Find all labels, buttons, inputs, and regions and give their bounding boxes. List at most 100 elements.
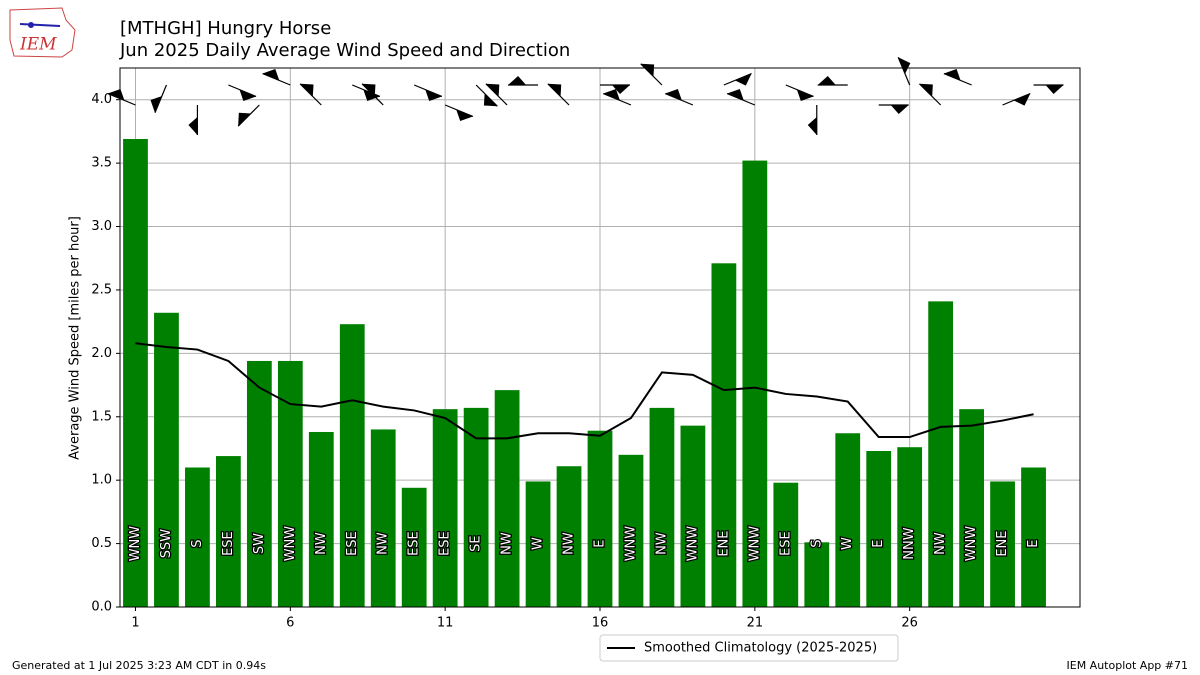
direction-label: NW [376, 532, 391, 555]
direction-label: WNW [283, 526, 298, 562]
bar [216, 456, 241, 607]
barb-flag [150, 96, 162, 113]
barb-flag [300, 83, 314, 97]
barb-flag [727, 89, 744, 101]
bar [928, 301, 954, 607]
wind-barb [299, 83, 322, 106]
direction-label: NW [654, 532, 669, 555]
wind-barb [352, 84, 381, 101]
wind-barb [723, 72, 752, 86]
line [135, 342, 1034, 440]
bar [866, 451, 892, 607]
wind-barb [878, 104, 909, 114]
wind-barb [807, 105, 818, 135]
bar [959, 409, 984, 607]
y-tick-label: 0.0 [91, 600, 112, 615]
wind-barb [444, 104, 474, 121]
direction-label: SE [469, 535, 484, 551]
legend: Smoothed Climatology (2025-2025) [599, 634, 899, 662]
barb-flag [807, 117, 817, 135]
barb-flag [665, 89, 682, 101]
direction-label: ENE [995, 531, 1010, 557]
direction-label: ESE [407, 531, 422, 556]
barb-flag [1045, 85, 1064, 94]
y-axis-label: Average Wind Speed [miles per hour] [68, 216, 83, 460]
footer-left: Generated at 1 Jul 2025 3:23 AM CDT in 0… [12, 659, 266, 672]
direction-label: SSW [159, 529, 174, 559]
bar [401, 487, 427, 607]
bar [339, 324, 365, 607]
barb-flag [919, 83, 933, 97]
bar [804, 542, 830, 607]
logo: IEM [9, 7, 76, 58]
direction-label: E [1026, 539, 1041, 547]
wind-barb [413, 84, 443, 101]
bar [463, 407, 489, 607]
wind-barb [897, 57, 911, 86]
barb-flag [238, 112, 251, 127]
x-tick-label: 16 [592, 616, 609, 631]
direction-label: WNW [747, 526, 762, 562]
footer-right: IEM Autoplot App #71 [1067, 659, 1189, 672]
direction-label: WNW [964, 526, 979, 562]
bar [680, 425, 706, 607]
bar [587, 430, 613, 607]
bar [308, 431, 334, 607]
direction-label: E [871, 539, 886, 547]
barb-flag [734, 73, 752, 86]
barb-flag [1013, 93, 1031, 106]
wind-barb [600, 84, 630, 94]
bar [897, 447, 923, 607]
wind-barb [485, 83, 508, 106]
x-tick-label: 11 [437, 616, 454, 631]
bar [1021, 467, 1046, 607]
barb-flag [483, 93, 498, 107]
wind-barb [475, 84, 498, 107]
barb-staff [919, 83, 942, 106]
barb-flag [603, 89, 620, 101]
chart-subtitle: Jun 2025 Daily Average Wind Speed and Di… [119, 40, 570, 61]
direction-label: NNW [902, 527, 917, 559]
wind-barb [107, 89, 136, 106]
direction-label: NW [933, 532, 948, 555]
direction-label: ENE [716, 531, 731, 557]
direction-label: NW [314, 532, 329, 555]
bar [990, 481, 1015, 607]
barb-flag [239, 89, 257, 101]
wind-barb [943, 69, 972, 86]
chart-title: [MTHGH] Hungry Horse [120, 18, 331, 39]
barb-flag [796, 89, 814, 101]
y-tick-label: 2.0 [91, 346, 112, 361]
direction-label: ESE [778, 531, 793, 556]
bar [742, 160, 768, 607]
direction-label: SW [252, 533, 267, 554]
bar [494, 390, 520, 607]
bar [835, 433, 861, 607]
y-tick-label: 2.5 [91, 282, 112, 297]
bar [711, 263, 737, 607]
wind-barb [603, 89, 632, 106]
barb-flag [943, 69, 961, 81]
y-tick-label: 0.5 [91, 536, 112, 551]
y-tick-label: 1.5 [91, 409, 112, 424]
x-tick-label: 6 [286, 616, 294, 631]
barb-flag [362, 83, 376, 97]
barb-flag [890, 105, 909, 114]
bar [649, 407, 675, 607]
direction-label: E [593, 539, 608, 547]
wind-barb [1002, 92, 1031, 106]
wind-barb [262, 69, 291, 86]
wind-barb [1033, 84, 1064, 94]
bar [773, 482, 799, 607]
plot-frame [119, 67, 1081, 608]
wind-barb [817, 76, 848, 86]
wind-barb [188, 105, 199, 135]
direction-label: ESE [438, 531, 453, 556]
bar [525, 481, 551, 607]
bar [370, 429, 396, 607]
logo-text: IEM [19, 35, 57, 55]
wind-barb [228, 84, 257, 101]
barb-flag [817, 76, 836, 85]
barb-staff [237, 104, 260, 127]
bar [277, 360, 303, 607]
